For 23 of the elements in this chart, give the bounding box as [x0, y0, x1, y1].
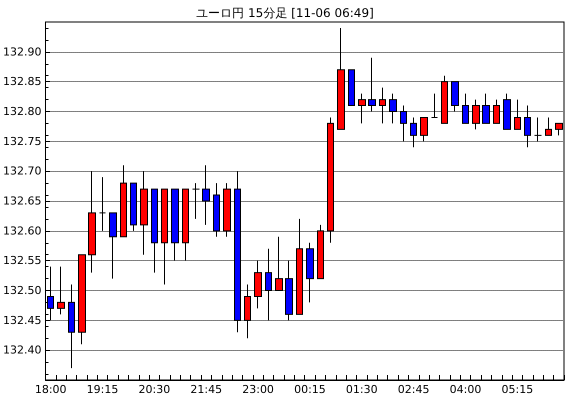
chart-title: ユーロ円 15分足 [11-06 06:49] [196, 6, 374, 20]
y-tick-label: 132.85 [2, 75, 42, 88]
x-tick-label: 01:30 [346, 383, 378, 396]
y-tick-label: 132.50 [2, 284, 42, 297]
y-tick-label: 132.90 [2, 45, 42, 58]
x-tick-label: 00:15 [294, 383, 326, 396]
x-tick-label: 19:15 [86, 383, 118, 396]
x-tick-label: 02:45 [398, 383, 430, 396]
candlestick [545, 116, 552, 136]
x-tick-label: 23:00 [242, 383, 274, 396]
y-tick-label: 132.40 [2, 344, 42, 357]
y-tick-label: 132.65 [2, 194, 42, 208]
y-tick-label: 132.45 [2, 314, 42, 327]
x-tick-label: 18:00 [34, 383, 67, 396]
y-tick-label: 132.70 [2, 164, 42, 178]
x-tick-label: 05:15 [501, 383, 534, 396]
y-tick-label: 132.80 [2, 105, 42, 118]
y-tick-label: 132.60 [2, 224, 42, 238]
x-tick-label: 20:30 [138, 383, 170, 396]
x-tick-label: 04:00 [450, 383, 482, 396]
x-tick-label: 21:45 [190, 383, 222, 396]
y-tick-label: 132.75 [2, 134, 42, 148]
y-tick-label: 132.55 [2, 254, 42, 268]
